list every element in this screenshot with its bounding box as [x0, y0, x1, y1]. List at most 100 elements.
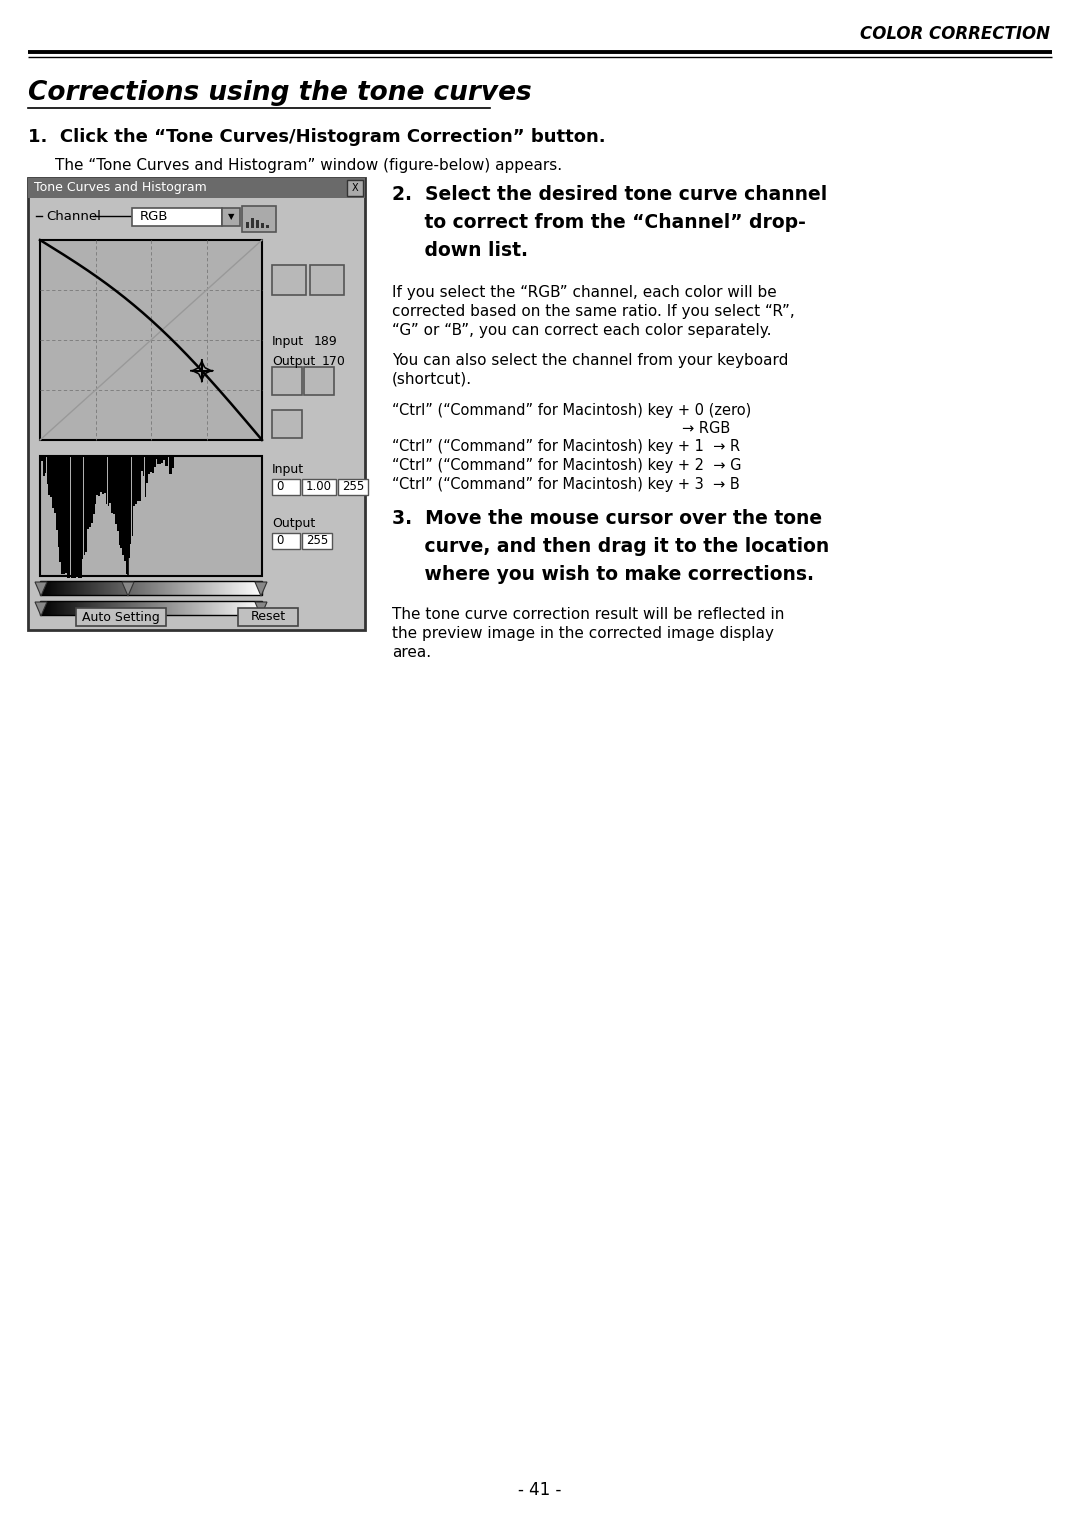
Text: If you select the “RGB” channel, each color will be: If you select the “RGB” channel, each co… — [392, 284, 777, 300]
Bar — [251, 219, 254, 228]
Bar — [173, 456, 174, 468]
Text: “Ctrl” (“Command” for Macintosh) key + 0 (zero): “Ctrl” (“Command” for Macintosh) key + 0… — [392, 404, 752, 417]
Bar — [108, 456, 109, 506]
Text: Input: Input — [272, 462, 305, 476]
Bar — [124, 456, 126, 561]
Bar — [104, 456, 106, 494]
Bar — [52, 456, 54, 508]
Bar — [121, 456, 122, 547]
Polygon shape — [122, 583, 134, 596]
Text: to correct from the “Channel” drop-: to correct from the “Channel” drop- — [392, 213, 806, 232]
Bar — [166, 456, 168, 466]
Bar — [95, 456, 96, 505]
Bar — [148, 456, 150, 474]
Bar — [75, 456, 76, 578]
Bar — [56, 456, 57, 529]
Bar — [256, 220, 259, 228]
Bar — [76, 609, 166, 625]
Text: the preview image in the corrected image display: the preview image in the corrected image… — [392, 625, 774, 641]
Bar — [272, 534, 300, 549]
Bar — [114, 456, 117, 524]
Text: Output: Output — [272, 355, 315, 368]
Text: - 41 -: - 41 - — [518, 1482, 562, 1498]
Bar — [302, 534, 332, 549]
Text: “Ctrl” (“Command” for Macintosh) key + 1  → R: “Ctrl” (“Command” for Macintosh) key + 1… — [392, 439, 740, 454]
Bar — [117, 456, 119, 531]
Text: The “Tone Curves and Histogram” window (figure-below) appears.: The “Tone Curves and Histogram” window (… — [55, 157, 562, 173]
Text: “Ctrl” (“Command” for Macintosh) key + 3  → B: “Ctrl” (“Command” for Macintosh) key + 3… — [392, 477, 740, 492]
Polygon shape — [35, 583, 48, 596]
Text: Reset: Reset — [251, 610, 285, 624]
Text: The tone curve correction result will be reflected in: The tone curve correction result will be… — [392, 607, 784, 622]
Bar — [40, 240, 262, 440]
Bar — [67, 456, 69, 578]
Bar — [59, 456, 62, 561]
Bar — [246, 222, 249, 228]
Bar — [127, 456, 130, 558]
Bar — [310, 265, 345, 295]
Text: → RGB: → RGB — [681, 420, 730, 436]
Bar — [76, 456, 78, 576]
Text: Corrections using the tone curves: Corrections using the tone curves — [28, 80, 531, 106]
Bar — [49, 456, 50, 495]
Text: 0: 0 — [276, 480, 283, 494]
Text: 1.  Click the “Tone Curves/Histogram Correction” button.: 1. Click the “Tone Curves/Histogram Corr… — [28, 128, 606, 145]
Bar — [165, 456, 166, 466]
Bar — [70, 456, 72, 578]
Bar — [140, 456, 143, 471]
Bar — [238, 609, 298, 625]
Bar — [65, 456, 67, 573]
Text: Output: Output — [272, 517, 315, 529]
Bar — [40, 581, 262, 595]
Text: 3.  Move the mouse cursor over the tone: 3. Move the mouse cursor over the tone — [392, 509, 822, 528]
Bar — [163, 456, 165, 460]
Bar — [160, 456, 161, 463]
Text: Auto Setting: Auto Setting — [82, 610, 160, 624]
Bar — [132, 208, 222, 226]
Bar — [93, 456, 95, 514]
Text: where you wish to make corrections.: where you wish to make corrections. — [392, 566, 814, 584]
Bar — [222, 208, 240, 226]
Bar — [302, 479, 336, 495]
Bar — [113, 456, 114, 514]
Polygon shape — [255, 602, 267, 616]
Text: 170: 170 — [322, 355, 346, 368]
Bar — [272, 265, 306, 295]
Text: 255: 255 — [306, 535, 328, 547]
Bar — [156, 456, 158, 459]
Bar — [139, 456, 140, 502]
Bar — [272, 410, 302, 437]
Bar — [87, 456, 89, 529]
Text: X: X — [352, 183, 359, 193]
Bar — [168, 456, 171, 474]
Text: down list.: down list. — [392, 242, 528, 260]
Text: 189: 189 — [314, 335, 338, 349]
Bar — [171, 456, 172, 474]
Text: RGB: RGB — [140, 211, 168, 223]
Bar — [134, 456, 135, 506]
Text: “Ctrl” (“Command” for Macintosh) key + 2  → G: “Ctrl” (“Command” for Macintosh) key + 2… — [392, 459, 742, 472]
Bar — [266, 225, 269, 228]
Bar — [152, 456, 153, 474]
Bar — [98, 456, 100, 497]
Bar — [161, 456, 163, 463]
Text: ▼: ▼ — [228, 213, 234, 222]
Text: 255: 255 — [342, 480, 364, 494]
Bar — [109, 456, 111, 503]
Bar — [145, 456, 146, 497]
Text: area.: area. — [392, 645, 431, 661]
Bar — [122, 456, 124, 555]
Text: (shortcut).: (shortcut). — [392, 372, 472, 387]
Text: 0: 0 — [276, 535, 283, 547]
Bar — [43, 456, 44, 476]
Bar — [158, 456, 159, 463]
Bar — [119, 456, 120, 544]
Bar — [143, 456, 145, 476]
Bar — [78, 456, 80, 578]
Bar — [150, 456, 152, 472]
Bar — [41, 456, 43, 460]
Polygon shape — [255, 583, 267, 596]
Bar — [44, 456, 46, 474]
Bar — [51, 456, 52, 497]
Bar — [347, 180, 363, 196]
